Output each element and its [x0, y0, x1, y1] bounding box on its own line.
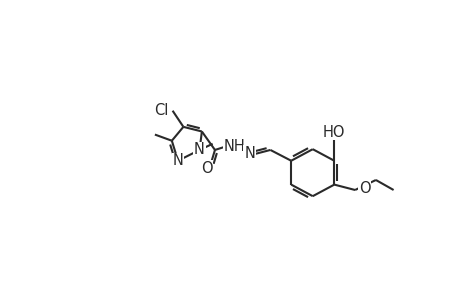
Text: Cl: Cl — [154, 103, 168, 118]
Text: N: N — [172, 153, 183, 168]
Text: O: O — [200, 161, 212, 176]
Text: N: N — [244, 146, 254, 160]
Text: O: O — [358, 181, 370, 196]
Text: HO: HO — [322, 125, 345, 140]
Text: NH: NH — [223, 139, 245, 154]
Text: N: N — [194, 142, 205, 158]
